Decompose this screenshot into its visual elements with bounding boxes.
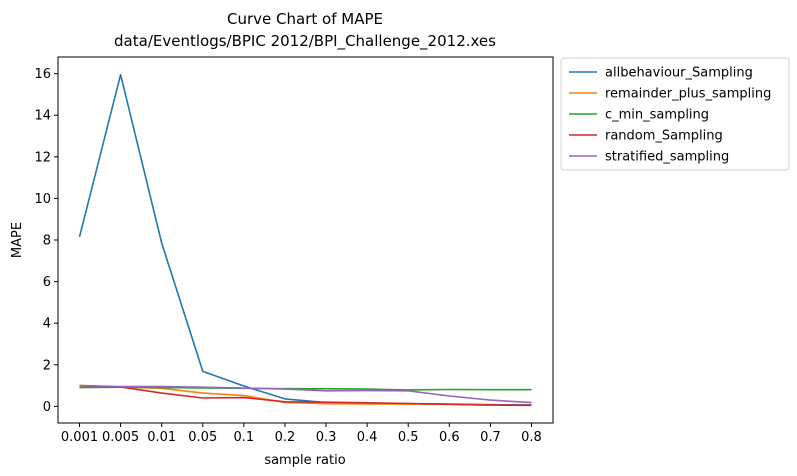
x-tick-label: 0.4 <box>357 430 378 445</box>
x-tick-label: 0.8 <box>521 430 542 445</box>
x-axis-label: sample ratio <box>264 453 345 468</box>
x-tick-label: 0.01 <box>147 430 176 445</box>
x-tick-label: 0.05 <box>188 430 217 445</box>
chart-title: Curve Chart of MAPE <box>227 10 383 28</box>
x-axis: 0.001 0.005 0.01 0.05 0.1 0.2 0.3 0.4 0.5 0.6 0.7 0… <box>61 423 542 445</box>
y-tick-label: 14 <box>34 109 51 124</box>
y-tick-label: 0 <box>43 400 51 415</box>
x-tick-label: 0.001 <box>61 430 98 445</box>
legend-label: allbehaviour_Sampling <box>605 66 753 81</box>
legend-box <box>560 57 790 171</box>
y-tick-label: 2 <box>43 358 51 373</box>
x-tick-label: 0.2 <box>275 430 296 445</box>
x-tick-label: 0.3 <box>316 430 337 445</box>
y-tick-label: 12 <box>34 150 51 165</box>
y-tick-label: 6 <box>43 275 51 290</box>
x-tick-label: 0.1 <box>234 430 255 445</box>
y-tick-label: 16 <box>34 67 51 82</box>
legend-label: c_min_sampling <box>605 108 709 123</box>
y-tick-label: 8 <box>43 234 51 249</box>
chart-subtitle: data/Eventlogs/BPIC 2012/BPI_Challenge_2… <box>114 32 496 51</box>
plot-frame <box>57 56 554 424</box>
x-tick-label: 0.005 <box>102 430 139 445</box>
series-line-stratified_sampling <box>79 384 532 404</box>
x-tick-label: 0.5 <box>398 430 419 445</box>
x-tick-label: 0.6 <box>439 430 460 445</box>
legend-label: random_Sampling <box>605 129 723 144</box>
y-tick-label: 10 <box>34 192 51 207</box>
y-axis-label: MAPE <box>10 222 25 258</box>
series-line-random_Sampling <box>79 384 532 407</box>
x-tick-label: 0.7 <box>480 430 501 445</box>
legend-label: remainder_plus_sampling <box>605 87 771 102</box>
legend: allbehaviour_Sampling remainder_plus_samp… <box>560 57 790 171</box>
y-axis: 0 2 4 6 8 10 12 14 16 <box>34 67 58 415</box>
y-tick-label: 4 <box>43 317 51 332</box>
plot-area <box>78 73 532 407</box>
series-line-allbehaviour_Sampling <box>78 73 532 406</box>
legend-label: stratified_sampling <box>605 150 729 165</box>
series-line-c_min_sampling <box>79 386 532 391</box>
